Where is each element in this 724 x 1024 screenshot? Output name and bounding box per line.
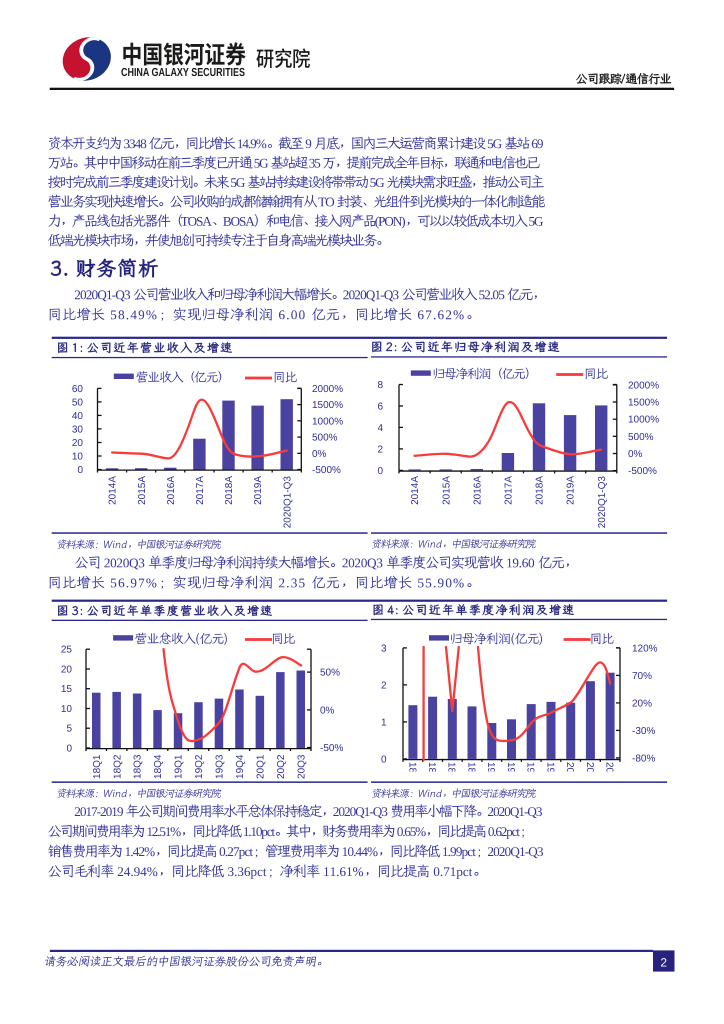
svg-text:50%: 50% (320, 668, 340, 679)
svg-text:20Q2: 20Q2 (276, 754, 287, 779)
svg-text:3: 3 (381, 643, 387, 654)
svg-text:1000%: 1000% (628, 415, 659, 426)
svg-text:2014A: 2014A (410, 476, 421, 505)
svg-text:2: 2 (377, 444, 383, 455)
svg-text:2016A: 2016A (166, 476, 177, 505)
svg-text:18Q2: 18Q2 (426, 762, 437, 787)
svg-text:20: 20 (61, 665, 73, 676)
svg-text:20Q3: 20Q3 (604, 762, 615, 787)
svg-text:20Q1: 20Q1 (256, 754, 267, 779)
svg-text:20Q1: 20Q1 (564, 762, 575, 787)
svg-text:30: 30 (72, 424, 84, 435)
svg-text:0%: 0% (320, 705, 335, 716)
svg-text:60: 60 (72, 384, 84, 395)
svg-text:2016A: 2016A (472, 476, 483, 505)
svg-text:18Q2: 18Q2 (112, 754, 123, 779)
svg-text:2015A: 2015A (441, 476, 452, 505)
svg-text:-500%: -500% (628, 466, 657, 477)
svg-text:70%: 70% (632, 671, 652, 682)
svg-text:10: 10 (72, 452, 84, 463)
svg-text:18Q3: 18Q3 (133, 754, 144, 779)
svg-text:2015A: 2015A (137, 476, 148, 505)
svg-text:18Q4: 18Q4 (153, 754, 164, 779)
svg-text:CHINA GALAXY SECURITIES: CHINA GALAXY SECURITIES (121, 66, 245, 79)
svg-text:40: 40 (72, 411, 84, 422)
svg-text:0: 0 (66, 744, 72, 755)
svg-text:15: 15 (61, 684, 73, 695)
svg-text:20: 20 (72, 438, 84, 449)
svg-text:2: 2 (381, 680, 387, 691)
svg-text:2018A: 2018A (535, 476, 546, 505)
svg-text:18Q1: 18Q1 (406, 762, 417, 787)
svg-text:1000%: 1000% (312, 416, 343, 427)
svg-text:2019A: 2019A (253, 476, 264, 505)
svg-text:500%: 500% (312, 433, 338, 444)
svg-text:19Q4: 19Q4 (544, 762, 555, 787)
svg-text:18Q4: 18Q4 (465, 762, 476, 787)
svg-text:2014A: 2014A (108, 476, 119, 505)
svg-text:20%: 20% (632, 698, 652, 709)
svg-text:2000%: 2000% (628, 380, 659, 391)
svg-text:0%: 0% (312, 449, 327, 460)
svg-text:-50%: -50% (320, 743, 343, 754)
svg-text:1500%: 1500% (312, 400, 343, 411)
svg-text:19Q4: 19Q4 (235, 754, 246, 779)
svg-text:19Q1: 19Q1 (174, 754, 185, 779)
svg-text:0: 0 (377, 466, 383, 477)
svg-text:2018A: 2018A (224, 476, 235, 505)
svg-text:19Q2: 19Q2 (505, 762, 516, 787)
svg-text:1500%: 1500% (628, 398, 659, 409)
svg-text:2: 2 (660, 955, 667, 969)
svg-text:2019A: 2019A (566, 476, 577, 505)
svg-text:0: 0 (381, 754, 387, 765)
svg-text:2000%: 2000% (312, 384, 343, 395)
svg-text:19Q1: 19Q1 (485, 762, 496, 787)
svg-text:500%: 500% (628, 432, 654, 443)
svg-text:18Q3: 18Q3 (446, 762, 457, 787)
svg-text:0%: 0% (628, 449, 643, 460)
svg-text:1: 1 (381, 717, 387, 728)
svg-text:-500%: -500% (312, 465, 341, 476)
svg-text:19Q3: 19Q3 (215, 754, 226, 779)
svg-text:2020Q1-Q3: 2020Q1-Q3 (597, 476, 608, 529)
svg-text:25: 25 (61, 645, 73, 656)
svg-text:19Q3: 19Q3 (525, 762, 536, 787)
svg-text:4: 4 (377, 423, 383, 434)
svg-text:20Q2: 20Q2 (584, 762, 595, 787)
svg-text:6: 6 (377, 402, 383, 413)
svg-text:-80%: -80% (632, 753, 655, 764)
svg-text:19Q2: 19Q2 (194, 754, 205, 779)
svg-text:2017A: 2017A (504, 476, 515, 505)
svg-text:120%: 120% (632, 643, 658, 654)
svg-text:8: 8 (377, 380, 383, 391)
svg-text:2017A: 2017A (195, 476, 206, 505)
svg-text:0: 0 (77, 465, 83, 476)
svg-text:18Q1: 18Q1 (92, 754, 103, 779)
svg-text:-30%: -30% (632, 726, 655, 737)
svg-text:10: 10 (61, 704, 73, 715)
svg-text:50: 50 (72, 397, 84, 408)
svg-text:5: 5 (66, 724, 72, 735)
svg-text:20Q3: 20Q3 (296, 754, 307, 779)
svg-text:2020Q1-Q3: 2020Q1-Q3 (282, 476, 293, 529)
